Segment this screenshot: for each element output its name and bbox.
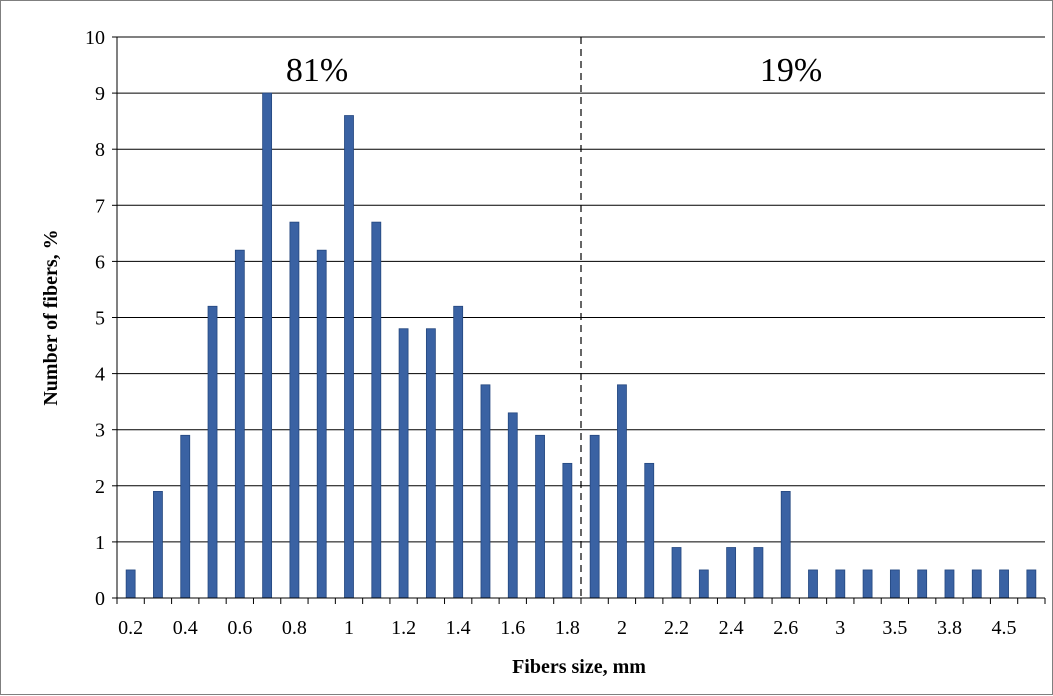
bar xyxy=(125,569,136,599)
y-tick-label: 10 xyxy=(85,27,105,49)
x-tick-label: 1.4 xyxy=(446,617,471,639)
x-tick-label: 0.8 xyxy=(282,617,307,639)
y-tick-label: 2 xyxy=(95,476,105,498)
bar xyxy=(207,305,218,599)
bar xyxy=(344,115,354,599)
bar xyxy=(289,221,300,599)
y-tick-label: 1 xyxy=(95,532,105,554)
x-tick-labels: 0.2 0.4 0.6 0.8 1 1.2 1.4 1.6 1.8 2 2.2 2.4 2.6 3 3.5 3… xyxy=(118,617,1016,639)
x-tick-label: 3.8 xyxy=(937,617,962,639)
x-tick-label: 3 xyxy=(835,617,845,639)
bar xyxy=(835,569,846,599)
bar xyxy=(617,384,627,599)
x-tick-label: 4.5 xyxy=(992,617,1017,639)
bar xyxy=(862,569,873,599)
annotation-left-percent: 81% xyxy=(286,52,348,89)
axes xyxy=(112,36,1046,604)
x-tick-label: 2 xyxy=(617,617,627,639)
x-tick-label: 1 xyxy=(344,617,354,639)
x-tick-label: 1.2 xyxy=(391,617,416,639)
bar xyxy=(316,249,327,599)
bar xyxy=(480,384,491,599)
y-axis-title: Number of fibers, % xyxy=(40,229,62,405)
bar xyxy=(889,569,900,599)
y-tick-labels: 0 1 2 3 4 5 6 7 8 9 10 xyxy=(85,27,105,610)
x-tick-label: 2.4 xyxy=(719,617,744,639)
x-tick-label: 1.6 xyxy=(500,617,525,639)
x-tick-label: 3.5 xyxy=(882,617,907,639)
bar xyxy=(153,491,163,599)
x-tick-label: 2.2 xyxy=(664,617,689,639)
x-tick-label: 1.8 xyxy=(555,617,580,639)
bar xyxy=(726,547,737,599)
bar xyxy=(671,547,682,599)
bar xyxy=(644,462,655,599)
bar xyxy=(262,92,273,599)
bar xyxy=(780,491,791,599)
bars xyxy=(125,92,1037,599)
x-tick-label: 0.6 xyxy=(227,617,252,639)
x-tick-label: 2.6 xyxy=(773,617,798,639)
bar xyxy=(917,569,928,599)
y-tick-label: 7 xyxy=(95,195,105,217)
y-tick-label: 4 xyxy=(95,364,105,386)
bar xyxy=(698,569,709,599)
y-tick-label: 3 xyxy=(95,420,105,442)
y-tick-label: 8 xyxy=(95,139,105,161)
bar xyxy=(562,462,573,599)
bar xyxy=(425,328,436,599)
bar xyxy=(1026,569,1037,599)
bar xyxy=(398,328,409,599)
x-axis-title: Fibers size, mm xyxy=(512,656,646,678)
bar xyxy=(999,569,1009,599)
y-tick-label: 0 xyxy=(95,588,105,610)
annotation-right-percent: 19% xyxy=(760,52,822,89)
bar xyxy=(753,547,764,599)
bar xyxy=(944,569,955,599)
y-tick-label: 6 xyxy=(95,251,105,273)
x-tick-label: 0.2 xyxy=(118,617,143,639)
bar xyxy=(971,569,982,599)
bar xyxy=(507,412,518,599)
bar xyxy=(371,221,382,599)
bar xyxy=(180,434,191,599)
bar xyxy=(535,434,545,599)
y-tick-label: 5 xyxy=(95,308,105,330)
bar xyxy=(589,434,600,599)
bar xyxy=(808,569,818,599)
x-tick-label: 0.4 xyxy=(173,617,198,639)
y-tick-label: 9 xyxy=(95,83,105,105)
bar xyxy=(453,305,464,599)
bar xyxy=(234,249,245,599)
